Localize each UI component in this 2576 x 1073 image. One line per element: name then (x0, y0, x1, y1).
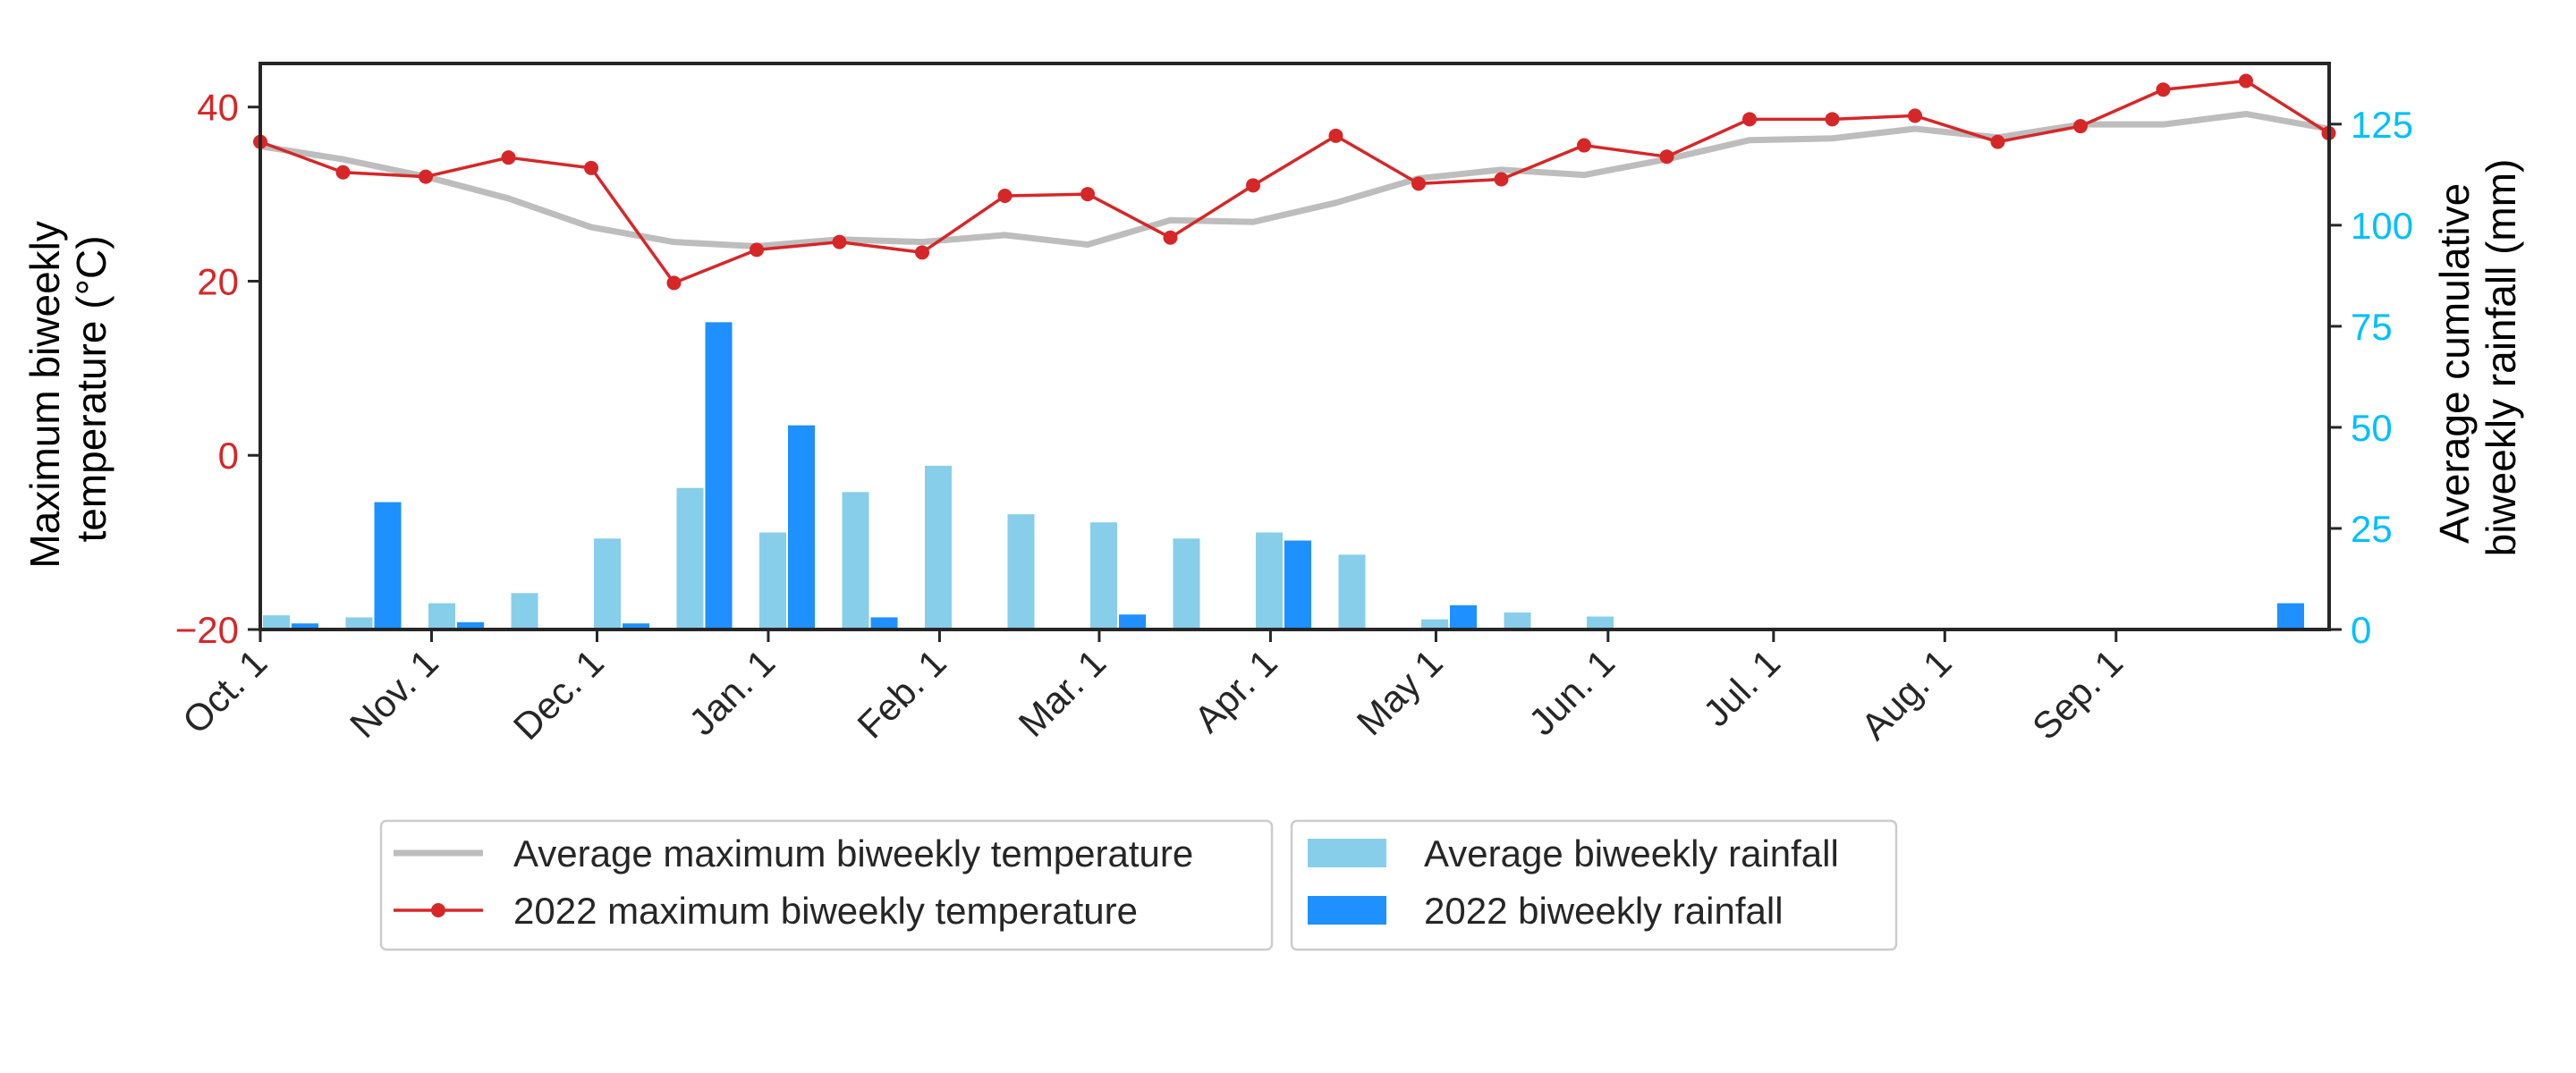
point-2022-max-temperature (1742, 112, 1757, 127)
legend-marker-2022-temperature (431, 903, 445, 917)
plot-frame (258, 62, 2331, 631)
bar-2022-rainfall (1284, 540, 1311, 629)
x-tick-label: Nov. 1 (342, 641, 446, 746)
legend-swatch-avg-rainfall (1308, 839, 1386, 867)
y-left-title-line-1: Maximum biweekly (21, 221, 68, 569)
bar-avg-rainfall (594, 538, 621, 629)
x-tick-label: Sep. 1 (2024, 641, 2131, 748)
point-2022-max-temperature (1659, 149, 1674, 165)
y-right-title-line-1: Average cumulative (2431, 183, 2478, 544)
legend-swatch-2022-rainfall (1308, 896, 1386, 925)
bar-avg-rainfall (428, 603, 455, 629)
y-right-tick-label: 100 (2351, 205, 2413, 247)
bar-avg-rainfall (1173, 538, 1200, 629)
y-left-tick-label: 0 (218, 435, 239, 477)
line-avg-max-temperature (259, 110, 2330, 250)
bar-2022-rainfall (623, 623, 649, 629)
x-tick-label: Apr. 1 (1186, 641, 1285, 740)
line-2022-max-temperature (259, 79, 2330, 285)
bar-avg-rainfall (1587, 616, 1614, 629)
point-2022-max-temperature (1328, 128, 1343, 143)
x-tick-label: Jun. 1 (1521, 641, 1623, 743)
y-right-axis-title: Average cumulative biweekly rainfall (mm… (2431, 159, 2524, 557)
point-2022-max-temperature (584, 160, 598, 175)
point-2022-max-temperature (1908, 108, 1922, 123)
bar-avg-rainfall (345, 617, 373, 629)
x-tick-label: May 1 (1349, 641, 1451, 743)
point-2022-max-temperature (666, 275, 682, 291)
legend: Average maximum biweekly temperature 202… (379, 819, 1898, 951)
bar-2022-rainfall (2277, 603, 2304, 629)
bar-avg-rainfall (925, 465, 952, 629)
plot-area (253, 73, 2336, 629)
point-2022-max-temperature (335, 165, 351, 180)
point-2022-max-temperature (1825, 112, 1840, 127)
x-tick-label: Jan. 1 (681, 641, 783, 743)
legend-label-2022-rainfall: 2022 biweekly rainfall (1424, 890, 1784, 932)
bar-avg-rainfall (1090, 522, 1117, 629)
y-right-tick-label: 25 (2351, 508, 2393, 550)
legend-box-temperature (379, 819, 1274, 951)
bar-avg-rainfall (759, 532, 786, 629)
legend-label-avg-rainfall: Average biweekly rainfall (1424, 832, 1839, 874)
x-tick-label: Oct. 1 (174, 641, 275, 741)
y-left-tick-label: −20 (175, 609, 239, 651)
point-2022-max-temperature (1163, 230, 1178, 245)
point-2022-max-temperature (2156, 82, 2171, 97)
point-2022-max-temperature (750, 242, 764, 258)
y-right-tick-label: 125 (2351, 104, 2413, 146)
bar-2022-rainfall (705, 322, 733, 629)
y-left-tick-label: 40 (197, 87, 239, 129)
bar-avg-rainfall (676, 487, 704, 629)
y-right-tick-label: 50 (2351, 407, 2393, 449)
bar-2022-rainfall (1450, 604, 1477, 629)
bar-2022-rainfall (374, 502, 402, 629)
point-2022-max-temperature (501, 150, 516, 165)
x-tick-label: Dec. 1 (505, 641, 612, 748)
x-tick-label: Feb. 1 (849, 641, 953, 746)
bar-avg-rainfall (263, 615, 290, 629)
y-right-title-line-2: biweekly rainfall (mm) (2478, 159, 2524, 557)
bar-2022-rainfall (292, 623, 318, 629)
bar-avg-rainfall (1504, 613, 1531, 629)
point-2022-max-temperature (915, 245, 929, 260)
legend-box-rainfall (1290, 819, 1898, 951)
point-2022-max-temperature (1080, 187, 1095, 202)
x-tick-label: Jul. 1 (1695, 641, 1788, 734)
y-left-axis-title: Maximum biweekly temperature (°C) (21, 209, 114, 568)
point-2022-max-temperature (419, 169, 433, 184)
point-2022-max-temperature (1990, 134, 2005, 149)
x-tick-label: Aug. 1 (1853, 641, 1960, 748)
x-tick-label: Mar. 1 (1011, 641, 1114, 745)
bar-avg-rainfall (1338, 554, 1366, 629)
point-2022-max-temperature (1577, 138, 1591, 153)
point-2022-max-temperature (1411, 176, 1426, 191)
point-2022-max-temperature (997, 189, 1013, 204)
bar-avg-rainfall (1421, 619, 1448, 629)
bar-2022-rainfall (457, 621, 484, 629)
bar-2022-rainfall (870, 617, 898, 629)
y-left-tick-label: 20 (197, 260, 239, 302)
legend-label-2022-temperature: 2022 maximum biweekly temperature (513, 890, 1138, 932)
bar-avg-rainfall (842, 492, 869, 629)
point-2022-max-temperature (832, 234, 847, 249)
y-left-title-line-2: temperature (°C) (68, 235, 114, 542)
bar-avg-rainfall (511, 593, 538, 629)
bar-2022-rainfall (1119, 614, 1146, 629)
axes: −20 0 20 40 0 25 50 75 100 125 Oct. 1 Nov. 1 Dec. 1 J… (174, 62, 2413, 748)
bar-2022-rainfall (788, 425, 815, 629)
y-right-tick-label: 75 (2351, 306, 2393, 348)
point-2022-max-temperature (1246, 178, 1260, 193)
y-right-tick-label: 0 (2351, 609, 2371, 651)
point-2022-max-temperature (2239, 73, 2253, 89)
bar-avg-rainfall (1256, 532, 1283, 629)
point-2022-max-temperature (1494, 172, 1509, 187)
bar-avg-rainfall (1007, 514, 1035, 629)
legend-label-avg-temperature: Average maximum biweekly temperature (513, 832, 1193, 874)
point-2022-max-temperature (2073, 119, 2088, 134)
